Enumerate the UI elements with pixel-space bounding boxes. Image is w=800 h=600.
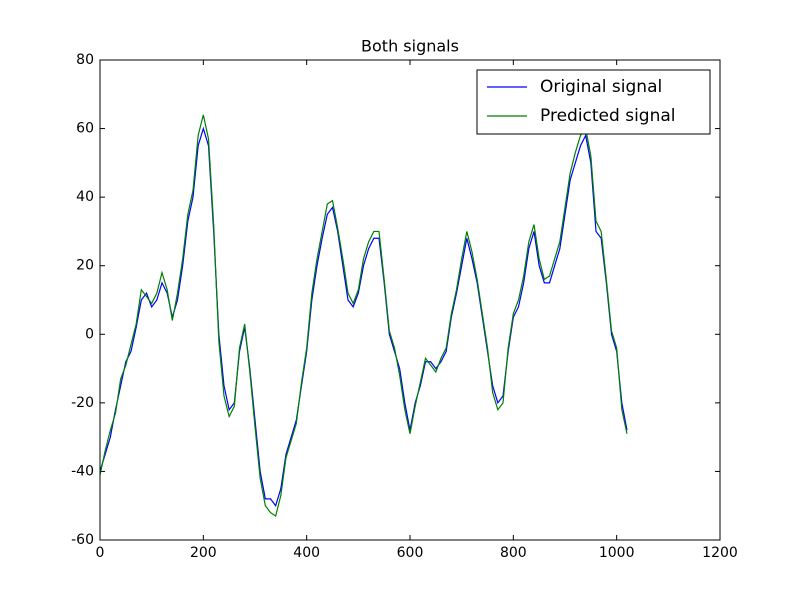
y-tick-label: 40	[76, 189, 94, 205]
x-tick-label: 400	[293, 545, 320, 561]
legend: Original signal Predicted signal	[476, 69, 711, 135]
y-tick-label: 60	[76, 121, 94, 137]
y-tick-label: 0	[85, 326, 94, 342]
x-tick-label: 200	[190, 545, 217, 561]
legend-box	[476, 69, 711, 135]
y-tick-label: -60	[71, 532, 94, 548]
y-tick-label: 20	[76, 258, 94, 274]
x-tick-label: 1000	[599, 545, 635, 561]
x-tick-label: 1200	[702, 545, 738, 561]
chart-title: Both signals	[361, 37, 459, 56]
line-series	[99, 126, 628, 508]
x-tick-label: 600	[397, 545, 424, 561]
line-series	[99, 114, 628, 517]
y-tick-label: 80	[76, 52, 94, 68]
y-tick-label: -20	[71, 395, 94, 411]
plot-frame	[99, 59, 721, 541]
legend-label: Original signal	[540, 77, 662, 97]
x-tick-label: 800	[500, 545, 527, 561]
y-tick-label: -40	[71, 463, 94, 479]
x-tick-label: 0	[96, 545, 105, 561]
legend-label: Predicted signal	[540, 106, 676, 126]
